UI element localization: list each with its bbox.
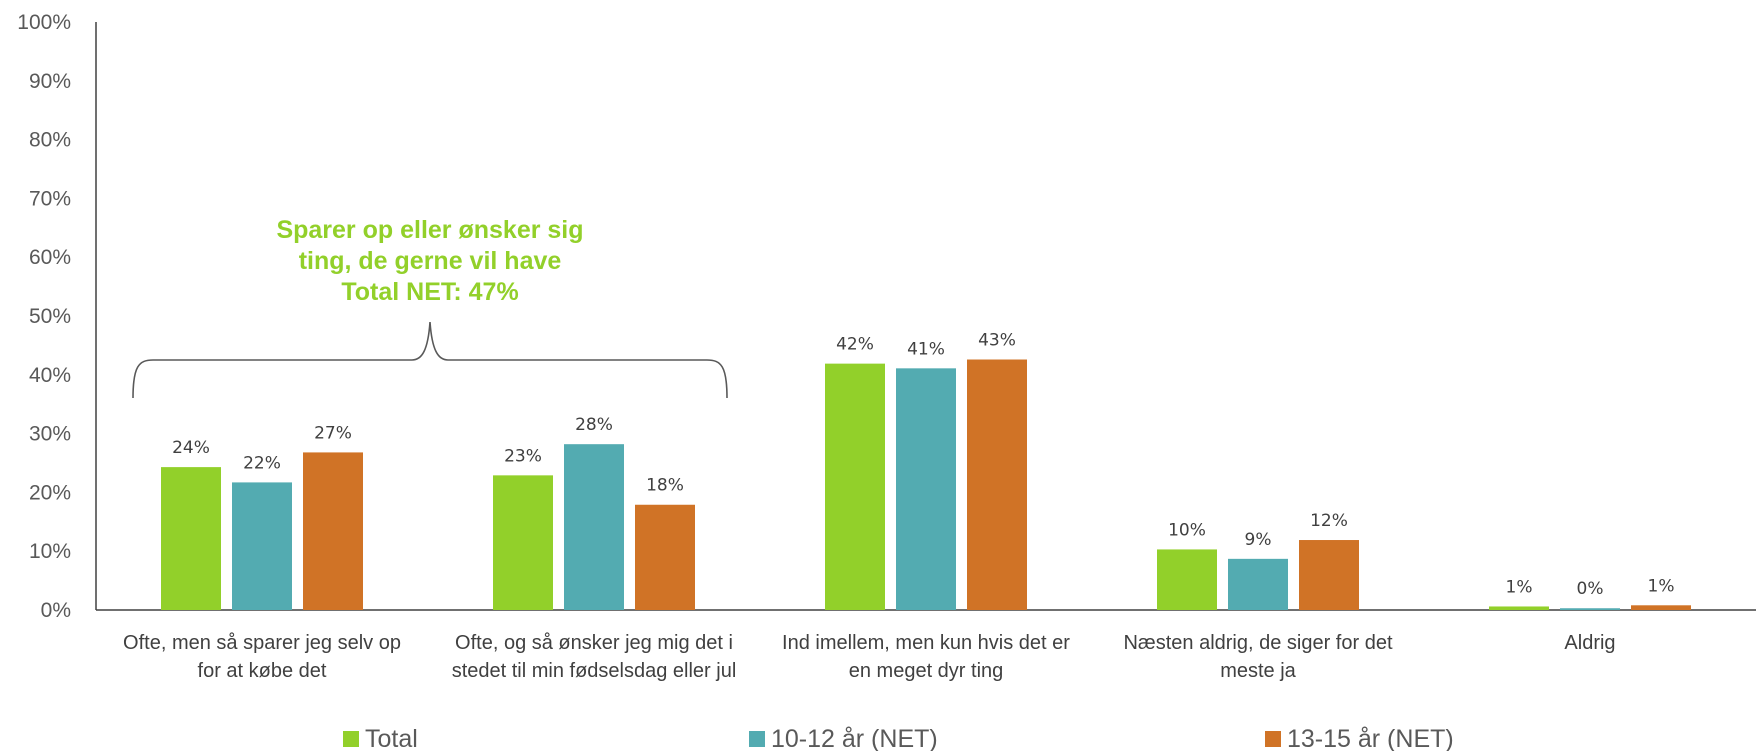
data-label: 28% xyxy=(575,415,613,435)
y-tick-label: 80% xyxy=(29,129,71,152)
bar-13-15-r-net xyxy=(303,452,363,610)
data-label: 9% xyxy=(1245,530,1272,550)
data-label: 41% xyxy=(907,339,945,359)
x-category-label: Ofte, og så ønsker jeg mig det i xyxy=(455,632,733,654)
data-label: 24% xyxy=(172,438,210,458)
bar-10-12-r-net xyxy=(1228,558,1288,610)
annotation-line: Total NET: 47% xyxy=(341,278,518,306)
bar-total xyxy=(161,467,221,610)
data-label: 22% xyxy=(243,453,281,473)
data-label: 27% xyxy=(314,423,352,443)
annotation-line: Sparer op eller ønsker sig xyxy=(276,216,583,244)
y-tick-label: 40% xyxy=(29,364,71,387)
bar-13-15-r-net xyxy=(967,359,1027,610)
data-label: 18% xyxy=(646,476,684,496)
bar-total xyxy=(1157,549,1217,610)
bar-13-15-r-net xyxy=(1299,540,1359,610)
x-category-label: Næsten aldrig, de siger for det xyxy=(1123,632,1392,654)
curly-brace xyxy=(132,321,728,399)
x-category-label: Ofte, men så sparer jeg selv op xyxy=(123,632,401,654)
bar-10-12-r-net xyxy=(896,368,956,610)
data-label: 1% xyxy=(1648,576,1675,596)
bar-10-12-r-net xyxy=(1560,608,1620,610)
y-tick-label: 90% xyxy=(29,70,71,93)
bars xyxy=(161,359,1691,610)
x-axis-labels: Ofte, men så sparer jeg selv op for at kø… xyxy=(123,632,1616,682)
legend-swatch-total xyxy=(343,731,359,747)
bar-13-15-r-net xyxy=(635,504,695,610)
y-tick-label: 30% xyxy=(29,423,71,446)
data-label: 42% xyxy=(836,335,874,355)
data-label: 1% xyxy=(1506,577,1533,597)
annotation-line: ting, de gerne vil have xyxy=(299,247,562,275)
legend-label: 10-12 år (NET) xyxy=(771,725,938,751)
data-label: 43% xyxy=(978,331,1016,351)
y-tick-label: 20% xyxy=(29,481,71,504)
data-label: 0% xyxy=(1577,579,1604,599)
x-category-label: for at købe det xyxy=(198,660,327,682)
x-category-label: Ind imellem, men kun hvis det er xyxy=(782,632,1070,654)
data-labels: 24% 23% 42% 10% 1% 22% 28% 41% 9% 0% 27% 18% 43% 12% 1… xyxy=(172,331,1674,600)
legend-swatch-13-15-r-net xyxy=(1265,731,1281,747)
bar-total xyxy=(1489,606,1549,610)
legend-swatch-10-12-r-net xyxy=(749,731,765,747)
bar-10-12-r-net xyxy=(232,482,292,610)
x-category-label: en meget dyr ting xyxy=(849,660,1004,682)
data-label: 10% xyxy=(1168,520,1206,540)
x-category-label: stedet til min fødselsdag eller jul xyxy=(452,660,737,682)
legend: Total 10-12 år (NET) 13-15 år (NET) xyxy=(343,725,1454,751)
total-net-annotation: Sparer op eller ønsker sig ting, de gerne… xyxy=(132,216,728,399)
y-tick-label: 60% xyxy=(29,246,71,269)
y-tick-label: 10% xyxy=(29,540,71,563)
y-tick-label: 0% xyxy=(41,599,71,622)
data-label: 12% xyxy=(1310,511,1348,531)
legend-label: 13-15 år (NET) xyxy=(1287,725,1454,751)
x-category-label: meste ja xyxy=(1220,660,1296,682)
bar-total xyxy=(825,363,885,610)
y-tick-label: 100% xyxy=(17,11,71,34)
y-tick-label: 50% xyxy=(29,305,71,328)
x-category-label: Aldrig xyxy=(1564,632,1615,654)
bar-10-12-r-net xyxy=(564,444,624,610)
bar-13-15-r-net xyxy=(1631,605,1691,610)
data-label: 23% xyxy=(504,446,542,466)
y-tick-label: 70% xyxy=(29,187,71,210)
legend-label: Total xyxy=(365,725,418,751)
bar-total xyxy=(493,475,553,610)
y-axis: 0% 10% 20% 30% 40% 50% 60% 70% 80% 90% 100% xyxy=(17,11,1756,622)
